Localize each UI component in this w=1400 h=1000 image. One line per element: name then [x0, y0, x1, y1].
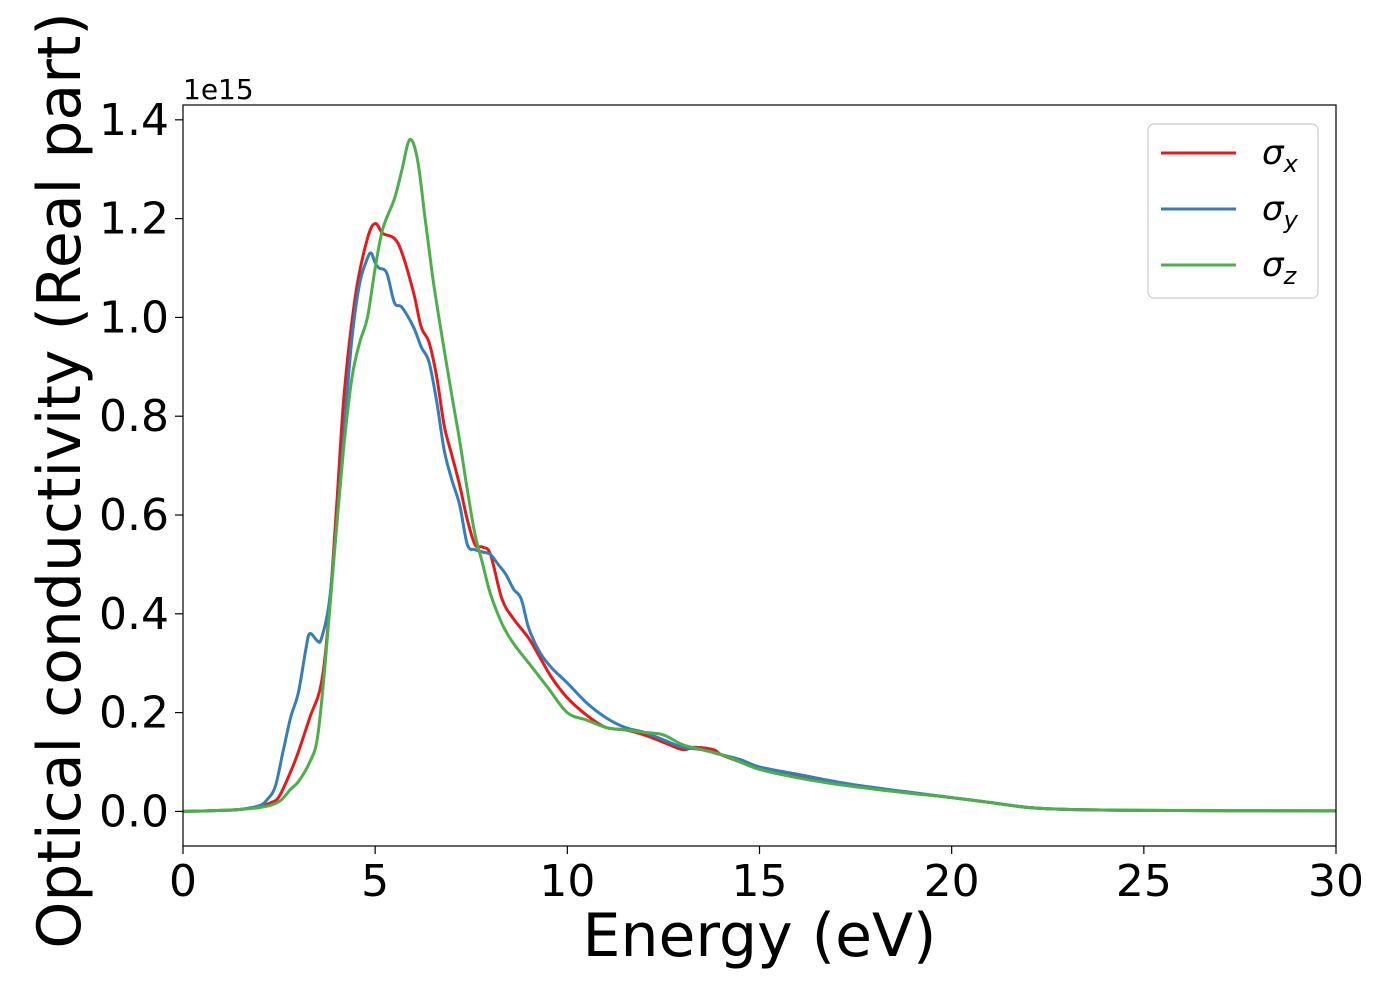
series-line-sigma-z — [182, 137, 1337, 813]
x-tick-label: 25 — [1116, 856, 1172, 907]
y-tick-label: 0.2 — [99, 688, 169, 739]
series-lines — [182, 137, 1337, 813]
x-tick-label: 10 — [539, 856, 595, 907]
x-tick-label: 5 — [361, 856, 389, 907]
y-axis-title: Optical conductivity (Real part) — [25, 12, 95, 949]
x-tick-label: 30 — [1308, 856, 1364, 907]
y-tick-label: 1.0 — [99, 292, 169, 343]
y-tick-label: 0.4 — [99, 589, 169, 640]
y-tick-label: 0.0 — [99, 786, 169, 837]
series-line-sigma-y — [182, 251, 1337, 813]
legend-frame — [1147, 123, 1319, 299]
y-tick-label: 0.6 — [99, 490, 169, 541]
x-axis-title: Energy (eV) — [583, 901, 937, 971]
y-tick-label: 1.2 — [99, 194, 169, 245]
y-axis-ticks: 0.0 0.2 0.4 0.6 0.8 1.0 1.2 1.4 — [99, 95, 183, 837]
y-tick-label: 1.4 — [99, 95, 169, 146]
x-tick-label: 15 — [732, 856, 788, 907]
y-tick-label: 0.8 — [99, 391, 169, 442]
x-axis-ticks: 0 5 10 15 20 25 30 — [169, 846, 1364, 907]
x-tick-label: 0 — [169, 856, 197, 907]
x-tick-label: 20 — [924, 856, 980, 907]
y-axis-offset-text: 1e15 — [183, 73, 254, 106]
